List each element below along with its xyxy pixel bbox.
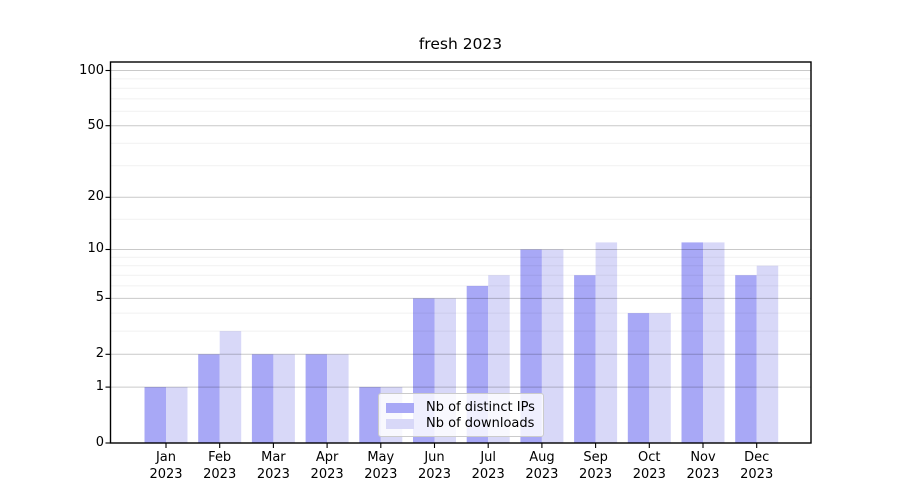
x-tick-label-aug: Aug 2023 <box>525 450 559 482</box>
y-tick-label-0: 0 <box>95 435 104 450</box>
x-tick-label-mar: Mar 2023 <box>256 450 290 482</box>
y-tick-label-100: 100 <box>79 62 104 78</box>
bar-sep-s1 <box>595 242 618 443</box>
y-tick-label-5: 5 <box>95 290 104 306</box>
bar-nov-s0 <box>681 242 703 443</box>
x-tick-label-oct: Oct 2023 <box>632 450 666 482</box>
y-tick-label-10: 10 <box>87 241 104 257</box>
x-tick-label-jun: Jun 2023 <box>417 450 452 482</box>
bar-nov-s1 <box>703 242 725 443</box>
legend-swatch-downloads <box>386 418 414 429</box>
x-tick-label-apr: Apr 2023 <box>310 450 344 482</box>
y-tick-label-20: 20 <box>87 189 104 205</box>
bar-feb-s1 <box>219 331 242 443</box>
bar-oct-s1 <box>649 313 671 443</box>
x-tick-label-jan: Jan 2023 <box>149 450 183 482</box>
legend-swatch-distinct-ips <box>386 402 414 413</box>
axes-spines <box>109 61 812 444</box>
bar-feb-s0 <box>198 354 220 443</box>
bar-dec-s0 <box>735 275 757 443</box>
legend-entry-downloads: Nb of downloads <box>386 416 535 431</box>
legend-label-distinct-ips: Nb of distinct IPs <box>426 400 535 415</box>
bar-mar-s0 <box>251 354 274 443</box>
legend-entry-distinct-ips: Nb of distinct IPs <box>386 400 535 415</box>
bar-may-s0 <box>359 387 381 443</box>
bar-aug-s1 <box>541 249 564 443</box>
chart-title: fresh 2023 <box>418 35 503 53</box>
legend-label-downloads: Nb of downloads <box>426 416 535 431</box>
y-tick-label-2: 2 <box>95 346 104 362</box>
bar-apr-s1 <box>327 354 349 443</box>
x-tick-label-nov: Nov 2023 <box>686 450 720 482</box>
y-tick-label-50: 50 <box>87 117 104 133</box>
legend: Nb of distinct IPs Nb of downloads <box>378 393 544 437</box>
y-tick-label-1: 1 <box>95 379 104 395</box>
bar-apr-s0 <box>305 354 328 443</box>
bar-oct-s0 <box>627 313 650 443</box>
bar-sep-s0 <box>574 275 596 443</box>
bar-jan-s1 <box>166 387 188 443</box>
bar-jan-s0 <box>144 387 166 443</box>
bar-mar-s1 <box>273 354 295 443</box>
x-tick-label-sep: Sep 2023 <box>579 450 613 482</box>
x-tick-label-jul: Jul 2023 <box>471 450 505 482</box>
bar-dec-s1 <box>756 265 779 443</box>
x-tick-label-dec: Dec 2023 <box>740 450 774 482</box>
x-tick-label-feb: Feb 2023 <box>203 450 237 482</box>
x-tick-label-may: May 2023 <box>364 450 398 482</box>
